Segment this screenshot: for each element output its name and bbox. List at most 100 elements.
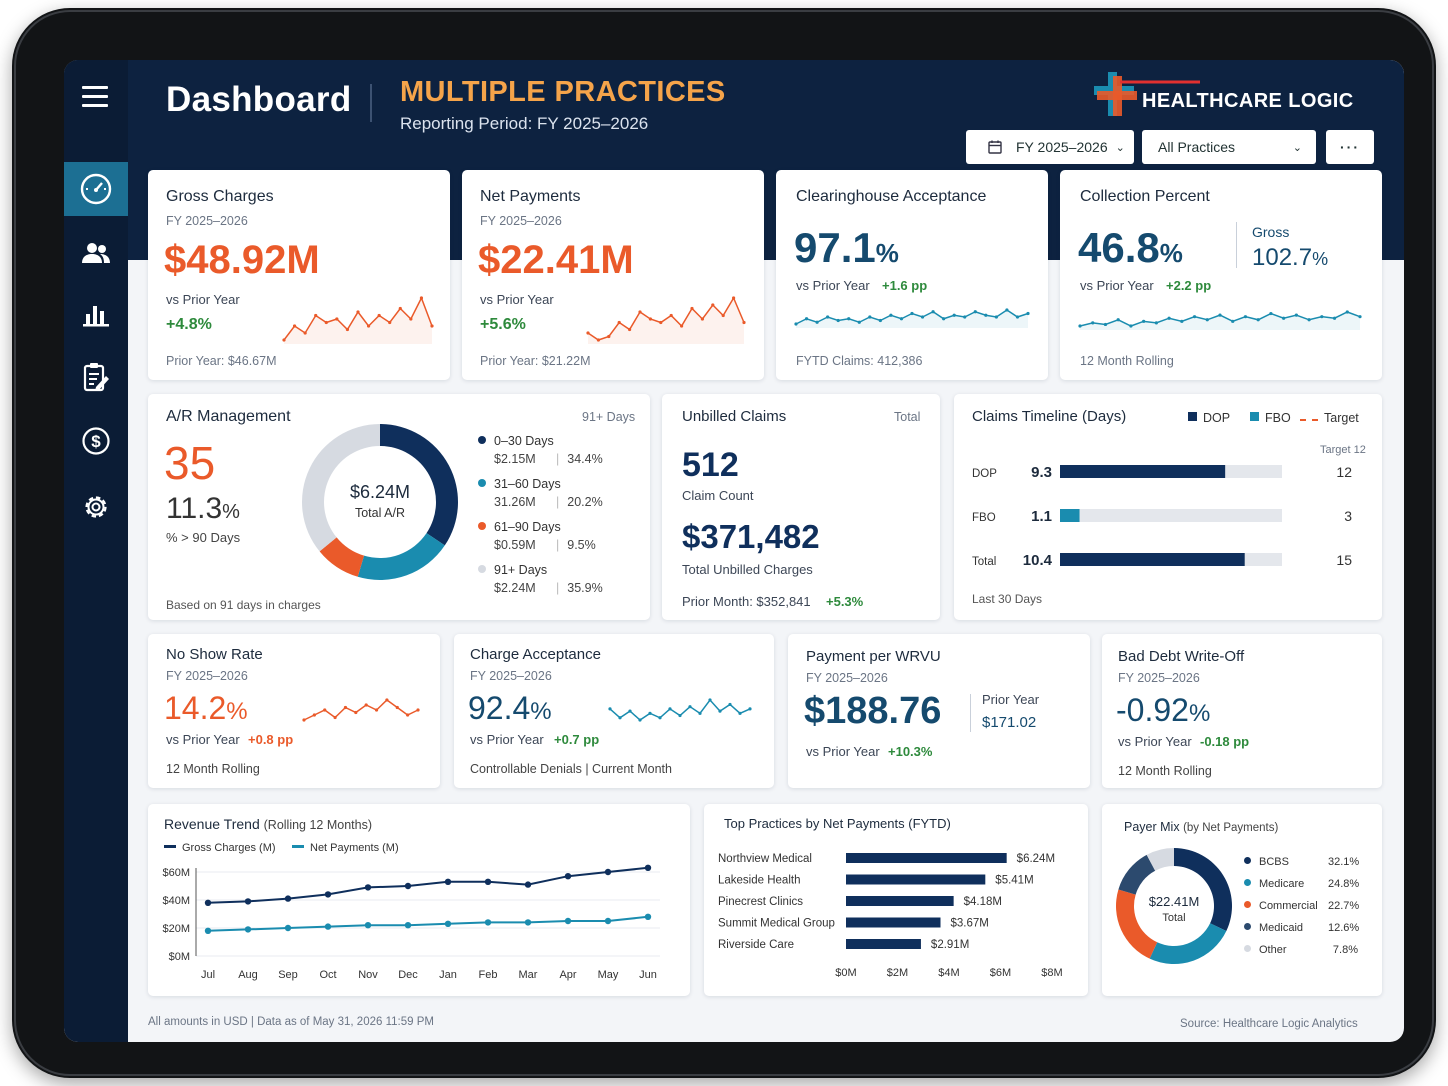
change-value: +4.8% [166,316,212,333]
ar-management-card[interactable]: A/R Management 91+ Days 35 11.3% % > 90 … [148,394,650,620]
category-label: Pinecrest Clinics [718,896,803,908]
change-value: +0.8 pp [248,732,294,747]
gross-charges-value: $48.92M [164,238,320,282]
sparkline-point [732,296,736,300]
sparkline-point [708,698,712,702]
sparkline-point [1205,318,1209,322]
legend-dot [1244,901,1251,908]
payment-per-wrvu-card[interactable]: Payment per WRVU FY 2025–2026 $188.76 Pr… [788,634,1090,788]
separator: | [556,538,560,552]
sparkline-line [303,699,419,721]
sparkline-point [804,317,809,321]
pie-slice [1116,889,1158,959]
rolling-label: 12 Month Rolling [166,762,260,776]
timeline-footnote: Last 30 Days [972,592,1043,606]
sparkline-point [314,313,318,318]
y-tick-label: $40M [162,895,190,907]
sparkline-point [680,324,684,328]
no-show-rate-card[interactable]: No Show Rate FY 2025–2026 14.2% vs Prior… [148,634,440,788]
claim-count-label: Claim Count [682,488,754,503]
data-label: $6.24M [1017,853,1055,865]
sparkline-point [343,705,348,710]
data-point [564,917,572,925]
sidebar-item-settings[interactable] [64,480,128,534]
fiscal-year-select[interactable]: FY 2025–2026 ⌄ [966,130,1134,164]
bar-track [1060,509,1282,522]
bar [1060,465,1226,478]
pie-slice [1146,848,1174,871]
sparkline-point [596,338,600,342]
logo-text: HEALTHCARE LOGIC [1142,90,1354,112]
sparkline-point [1294,313,1298,317]
legend-label: Medicare [1259,878,1305,890]
data-point [244,898,252,905]
sidebar-item-reports[interactable] [64,350,128,404]
gross-sparkline [282,296,434,344]
sparkline-point [1142,319,1146,323]
data-point [364,884,372,891]
sparkline-point [952,313,956,317]
legend-item: 61–90 Days [478,520,561,534]
sparkline-point [1345,310,1349,314]
net-payments-card[interactable]: Net Payments FY 2025–2026 $22.41M vs Pri… [462,170,764,380]
sparkline-point [690,306,694,311]
sparkline-point [1282,316,1286,320]
data-point [484,919,492,926]
sidebar-item-analytics[interactable] [64,288,128,342]
pie-slice [1149,923,1227,964]
collection-percent-card[interactable]: Collection Percent 46.8% Gross 102.7% vs… [1060,170,1382,380]
card-title: Clearinghouse Acceptance [796,188,987,205]
claims-timeline-card[interactable]: Claims Timeline (Days) Target 12 DOP 9.3 1… [954,394,1382,620]
change-value: +10.3% [888,744,933,759]
top-practices-card[interactable]: Top Practices by Net Payments (FYTD) Nor… [704,804,1088,996]
data-point [324,923,332,930]
gross-charges-card[interactable]: Gross Charges FY 2025–2026 $48.92M vs Pr… [148,170,450,380]
logo-cross-icon [1094,72,1200,116]
legend-dot [478,479,486,487]
sparkline-point [617,320,621,325]
donut-slice [319,537,365,577]
charge-acceptance-card[interactable]: Charge Acceptance FY 2025–2026 92.4% vs … [454,634,774,788]
sparkline-point [688,705,692,709]
unbilled-claims-card[interactable]: Unbilled Claims Total 512 Claim Count $3… [662,394,940,620]
sparkline-point [815,320,819,324]
data-point [644,913,652,920]
sidebar-item-users[interactable] [64,226,128,280]
users-icon [82,243,110,263]
clearinghouse-card[interactable]: Clearinghouse Acceptance 97.1% vs Prior … [776,170,1048,380]
vs-label: vs Prior Year [1080,278,1154,293]
payer-mix-card[interactable]: Payer Mix (by Net Payments) $22.41M Tota… [1102,804,1382,996]
x-tick-label: Jan [439,969,457,981]
sidebar-item-billing[interactable]: $ [64,414,128,468]
rolling-label: 12 Month Rolling [1118,764,1212,778]
legend-label: 0–30 Days [494,434,554,448]
chevron-down-icon: ⌄ [1292,141,1302,154]
sparkline-point [430,324,434,328]
menu-icon[interactable] [82,86,108,108]
charge-acceptance-sparkline [608,698,752,722]
sparkline-point [388,320,392,325]
sparkline-point [857,320,861,324]
data-label: $4.18M [964,896,1002,908]
data-point [244,926,252,933]
bad-debt-value: -0.92% [1116,692,1210,729]
unbilled-charges-label: Total Unbilled Charges [682,562,813,577]
data-point [444,878,452,885]
sparkline-point [1231,319,1235,323]
sidebar-item-dashboard[interactable] [64,162,128,216]
more-options-button[interactable]: ··· [1326,130,1374,164]
sparkline-point [366,324,371,328]
pie-slice [1118,854,1156,895]
sparkline-point [302,718,306,722]
legend-detail: $2.24M | 35.9% [494,581,603,595]
revenue-trend-card[interactable]: Revenue Trend (Rolling 12 Months) $60M $4… [148,804,690,996]
sparkline-point [910,311,914,316]
card-title: Payment per WRVU [806,648,941,665]
bar [1060,553,1245,566]
bad-debt-card[interactable]: Bad Debt Write-Off FY 2025–2026 -0.92% v… [1102,634,1382,788]
category-label: Northview Medical [718,853,812,865]
ar-aging-donut [302,424,458,580]
practice-select[interactable]: All Practices ⌄ [1142,130,1316,164]
sparkline-point [899,317,904,321]
series-line [207,915,649,932]
